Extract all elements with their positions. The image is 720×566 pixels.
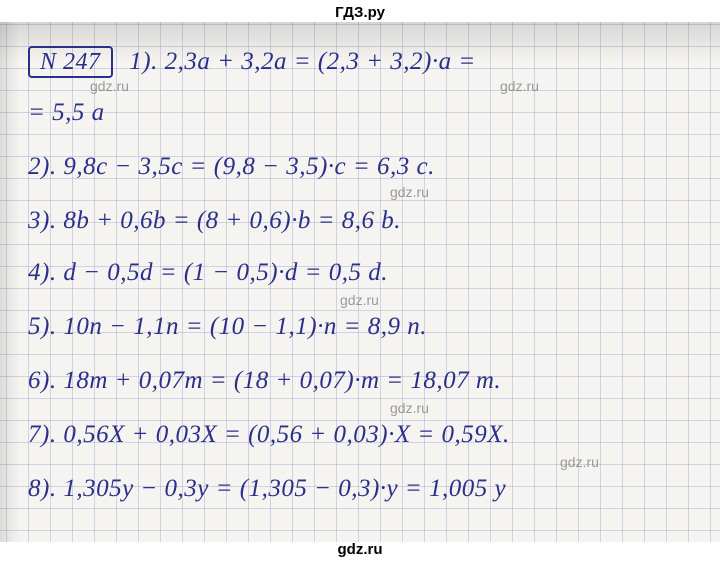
watermark: gdz.ru xyxy=(340,292,379,308)
row-1b: = 5,5 a xyxy=(28,100,700,125)
eq-6: 6). 18m + 0,07m = (18 + 0,07)·m = 18,07 … xyxy=(28,367,501,394)
eq-1b: = 5,5 a xyxy=(28,99,105,126)
watermark: gdz.ru xyxy=(560,454,599,470)
notebook-paper: N 247 1). 2,3a + 3,2a = (2,3 + 3,2)·a = … xyxy=(0,22,720,542)
eq-5: 5). 10n − 1,1n = (10 − 1,1)·n = 8,9 n. xyxy=(28,313,427,340)
row-5: 5). 10n − 1,1n = (10 − 1,1)·n = 8,9 n. xyxy=(28,314,700,339)
watermark: gdz.ru xyxy=(500,78,539,94)
row-8: 8). 1,305y − 0,3y = (1,305 − 0,3)·y = 1,… xyxy=(28,476,700,501)
row-4: 4). d − 0,5d = (1 − 0,5)·d = 0,5 d. xyxy=(28,260,700,285)
eq-8: 8). 1,305y − 0,3y = (1,305 − 0,3)·y = 1,… xyxy=(28,475,506,502)
row-1a: N 247 1). 2,3a + 3,2a = (2,3 + 3,2)·a = xyxy=(28,46,700,78)
eq-3: 3). 8b + 0,6b = (8 + 0,6)·b = 8,6 b. xyxy=(28,207,401,234)
watermark: gdz.ru xyxy=(90,78,129,94)
row-6: 6). 18m + 0,07m = (18 + 0,07)·m = 18,07 … xyxy=(28,368,700,393)
site-footer: gdz.ru xyxy=(0,537,720,562)
watermark: gdz.ru xyxy=(390,400,429,416)
eq-2: 2). 9,8c − 3,5c = (9,8 − 3,5)·c = 6,3 c. xyxy=(28,153,435,180)
row-3: 3). 8b + 0,6b = (8 + 0,6)·b = 8,6 b. xyxy=(28,208,700,233)
site-header: ГДЗ.ру xyxy=(0,0,720,25)
row-2: 2). 9,8c − 3,5c = (9,8 − 3,5)·c = 6,3 c. xyxy=(28,154,700,179)
problem-number-box: N 247 xyxy=(28,46,113,78)
eq-4: 4). d − 0,5d = (1 − 0,5)·d = 0,5 d. xyxy=(28,259,388,286)
eq-7: 7). 0,56X + 0,03X = (0,56 + 0,03)·X = 0,… xyxy=(28,421,510,448)
row-7: 7). 0,56X + 0,03X = (0,56 + 0,03)·X = 0,… xyxy=(28,422,700,447)
eq-1a: 1). 2,3a + 3,2a = (2,3 + 3,2)·a = xyxy=(129,48,475,75)
watermark: gdz.ru xyxy=(390,184,429,200)
